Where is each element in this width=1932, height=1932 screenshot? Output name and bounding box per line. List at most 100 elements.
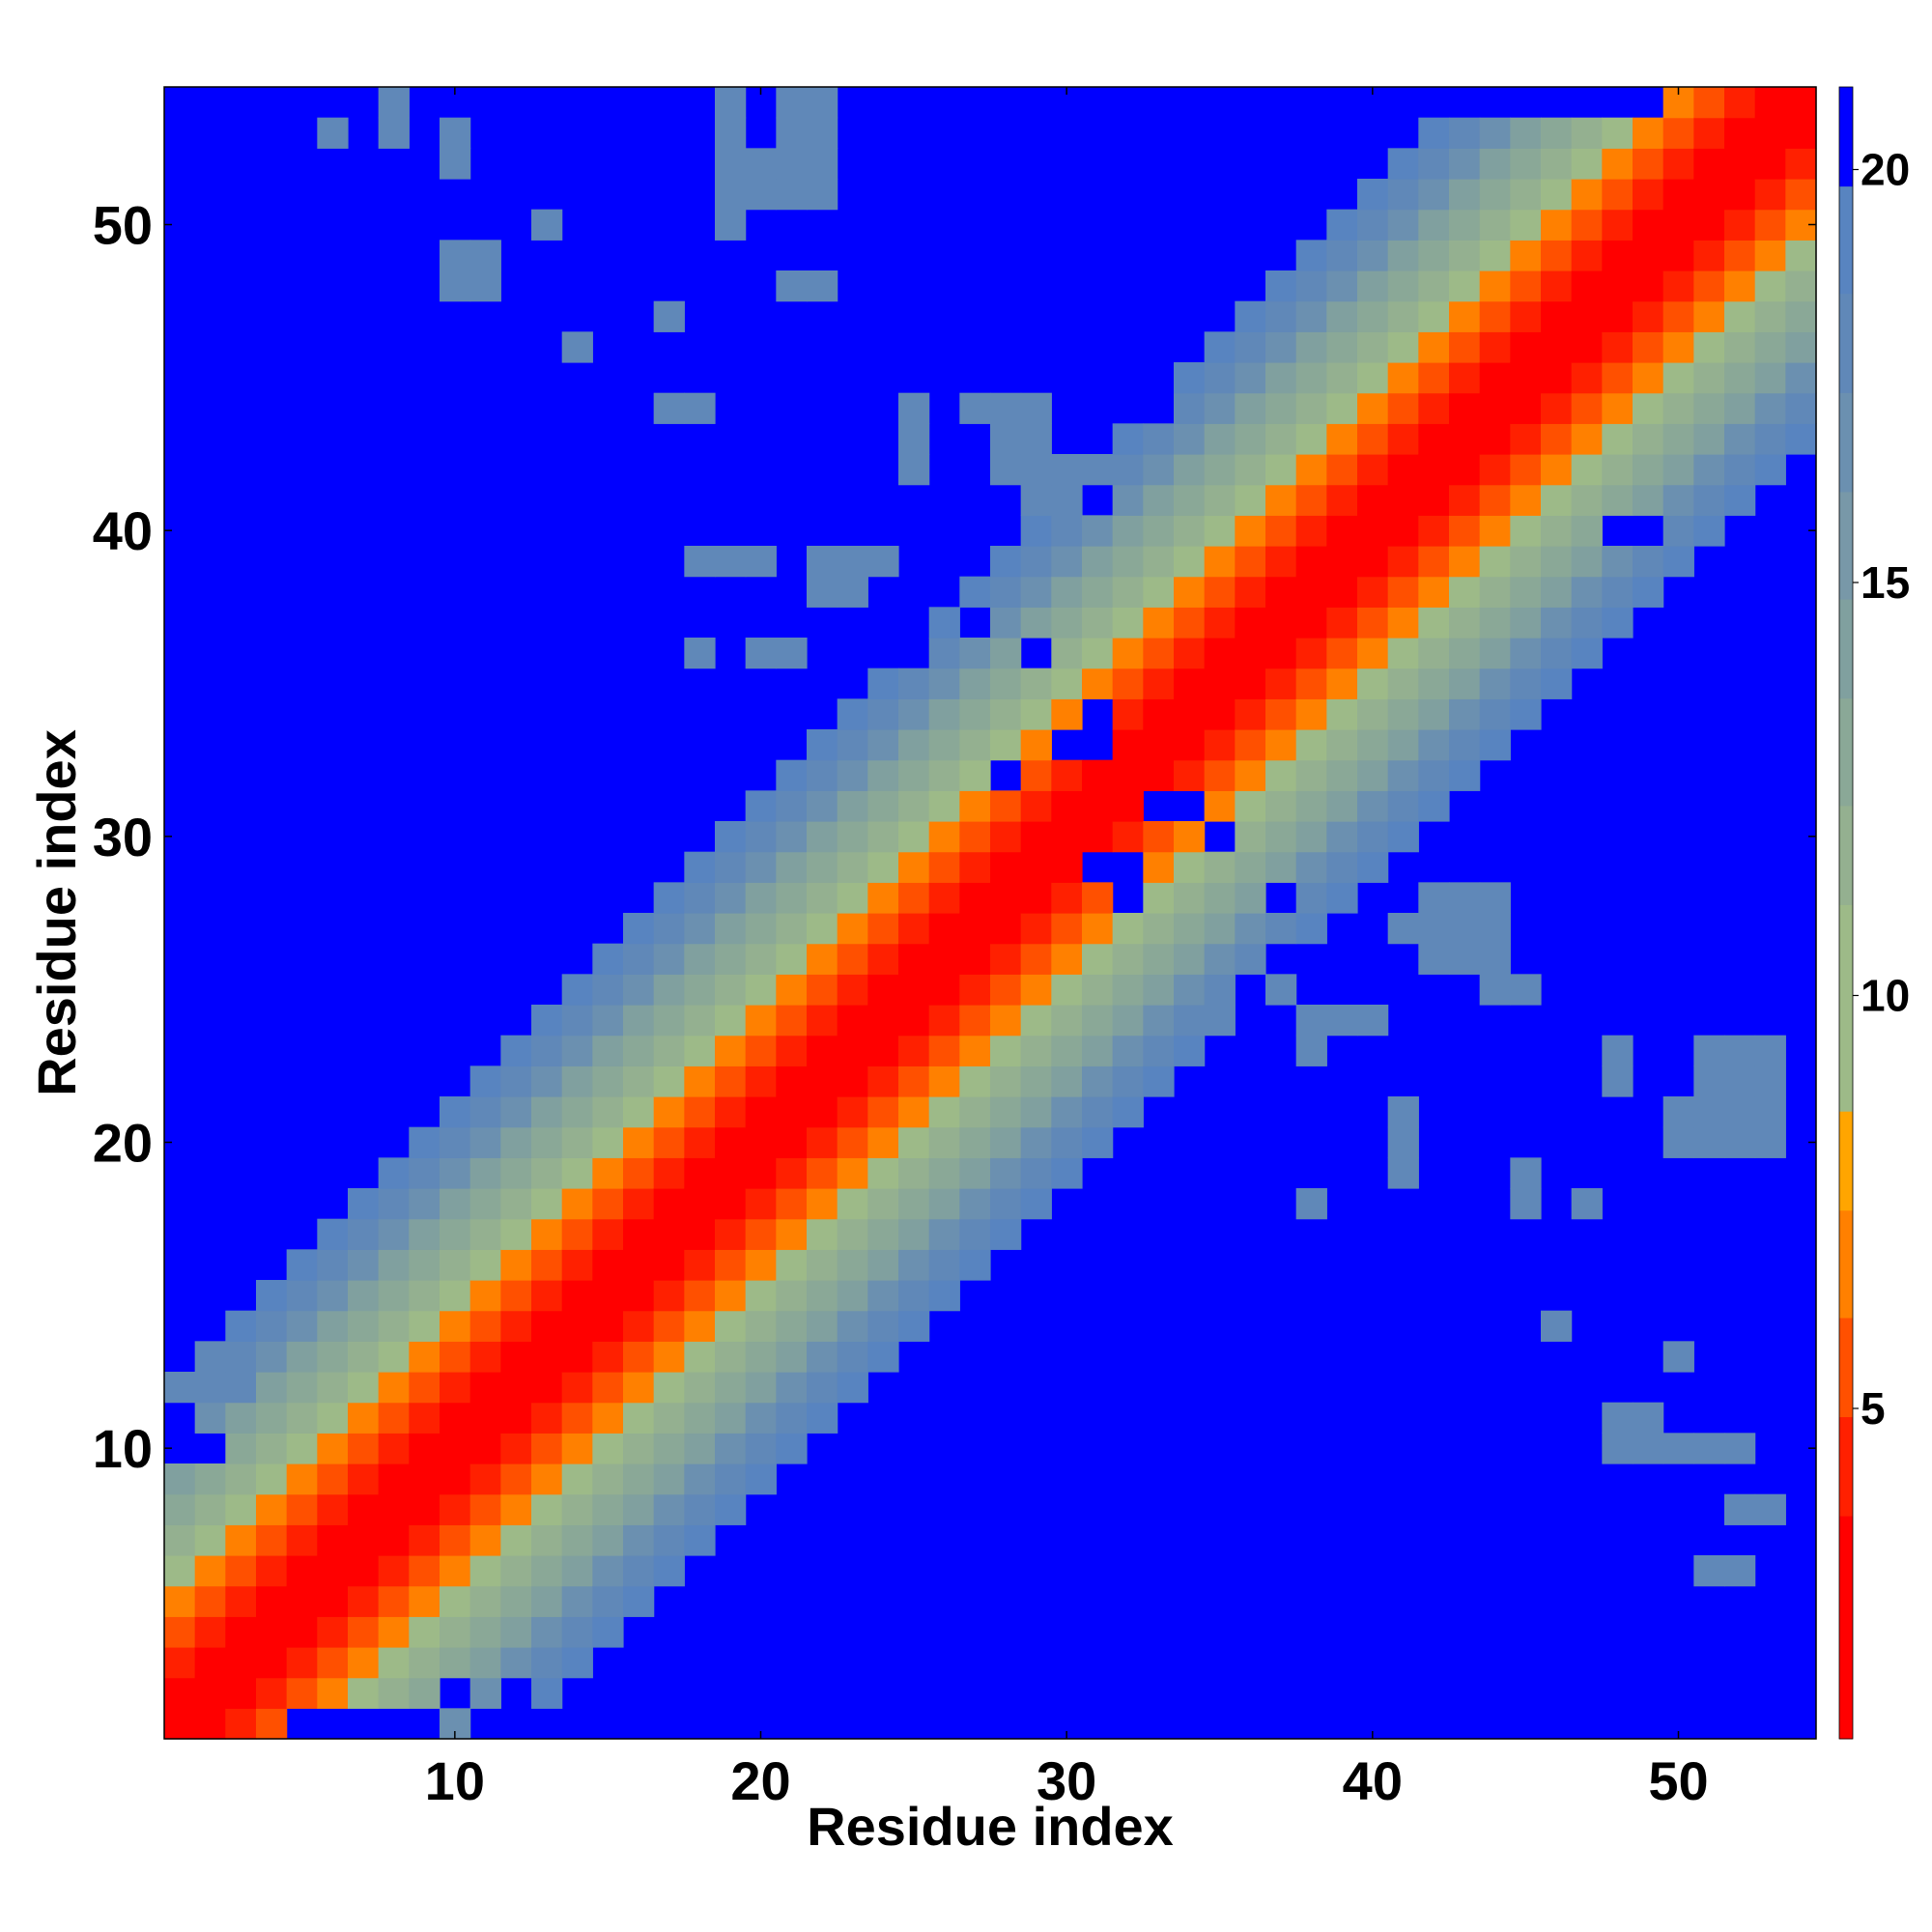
heatmap-cell bbox=[225, 1372, 257, 1404]
heatmap-cell bbox=[990, 1126, 1022, 1158]
heatmap-cell bbox=[715, 1310, 747, 1342]
heatmap-cell bbox=[745, 1157, 777, 1189]
heatmap-cell bbox=[1295, 331, 1327, 363]
heatmap-cell bbox=[745, 1035, 777, 1066]
heatmap-cell bbox=[867, 759, 899, 791]
heatmap-cell bbox=[1143, 1035, 1175, 1066]
heatmap-cell bbox=[928, 943, 960, 975]
heatmap-cell bbox=[194, 1463, 226, 1495]
heatmap-cell bbox=[440, 1555, 471, 1587]
colorbar-segment bbox=[1839, 1004, 1853, 1112]
heatmap-cell bbox=[256, 1280, 288, 1312]
heatmap-cell bbox=[1724, 1096, 1756, 1128]
heatmap-cell bbox=[1143, 546, 1175, 578]
heatmap-cell bbox=[776, 974, 808, 1006]
heatmap-cell bbox=[807, 179, 838, 211]
heatmap-cell bbox=[1174, 638, 1206, 669]
heatmap-cell bbox=[378, 1433, 410, 1464]
heatmap-cell bbox=[531, 1310, 563, 1342]
heatmap-cell bbox=[837, 729, 868, 761]
heatmap-cell bbox=[531, 1677, 563, 1709]
heatmap-cell bbox=[1295, 882, 1327, 914]
heatmap-cell bbox=[1785, 423, 1817, 455]
heatmap-cell bbox=[1633, 117, 1664, 149]
heatmap-cell bbox=[990, 668, 1022, 699]
heatmap-cell bbox=[1418, 454, 1450, 486]
heatmap-cell bbox=[317, 117, 349, 149]
heatmap-cell bbox=[194, 1372, 226, 1404]
heatmap-cell bbox=[959, 1126, 991, 1158]
heatmap-cell bbox=[592, 943, 624, 975]
heatmap-cell bbox=[653, 1433, 685, 1464]
heatmap-cell bbox=[592, 1493, 624, 1525]
heatmap-cell bbox=[684, 1005, 716, 1037]
heatmap-cell bbox=[1541, 1310, 1573, 1342]
heatmap-cell bbox=[1662, 423, 1694, 455]
heatmap-cell bbox=[1541, 668, 1573, 699]
heatmap-cell bbox=[317, 1402, 349, 1434]
heatmap-cell bbox=[1082, 1005, 1114, 1037]
heatmap-cell bbox=[1265, 392, 1297, 424]
heatmap-cell bbox=[1020, 759, 1052, 791]
heatmap-cell bbox=[531, 1616, 563, 1648]
heatmap-cell bbox=[440, 1126, 471, 1158]
heatmap-cell bbox=[1724, 1555, 1756, 1587]
heatmap-cell bbox=[409, 1126, 440, 1158]
heatmap-cell bbox=[653, 1341, 685, 1373]
heatmap-cell bbox=[1510, 240, 1542, 271]
heatmap-cell bbox=[1204, 974, 1236, 1006]
heatmap-cell bbox=[1754, 240, 1786, 271]
heatmap-cell bbox=[409, 1280, 440, 1312]
heatmap-cell bbox=[1602, 607, 1634, 639]
colorbar-segment bbox=[1839, 904, 1853, 1005]
heatmap-cell bbox=[1387, 515, 1419, 547]
heatmap-cell bbox=[409, 1493, 440, 1525]
heatmap-cell bbox=[1449, 148, 1481, 180]
heatmap-cell bbox=[1479, 392, 1511, 424]
heatmap-cell bbox=[715, 1280, 747, 1312]
heatmap-cell bbox=[1051, 851, 1083, 883]
heatmap-cell bbox=[684, 546, 716, 578]
heatmap-cell bbox=[592, 1126, 624, 1158]
heatmap-cell bbox=[807, 851, 838, 883]
heatmap-cell bbox=[653, 1035, 685, 1066]
heatmap-cell bbox=[286, 1310, 318, 1342]
heatmap-cell bbox=[256, 1463, 288, 1495]
heatmap-cell bbox=[592, 1616, 624, 1648]
heatmap-cell bbox=[990, 1035, 1022, 1066]
heatmap-cell bbox=[1112, 515, 1144, 547]
heatmap-cell bbox=[653, 300, 685, 332]
heatmap-cell bbox=[440, 1157, 471, 1189]
heatmap-cell bbox=[990, 392, 1022, 424]
y-tick-label: 10 bbox=[93, 1418, 153, 1479]
heatmap-cell bbox=[531, 1555, 563, 1587]
heatmap-cell bbox=[715, 209, 747, 241]
heatmap-cell bbox=[837, 1341, 868, 1373]
heatmap-cell bbox=[1633, 423, 1664, 455]
heatmap-cell bbox=[1662, 179, 1694, 211]
heatmap-cell bbox=[1174, 882, 1206, 914]
heatmap-cell bbox=[561, 974, 593, 1006]
heatmap-cell bbox=[1235, 943, 1266, 975]
heatmap-cell bbox=[1541, 331, 1573, 363]
heatmap-cell bbox=[959, 974, 991, 1006]
heatmap-cell bbox=[256, 1493, 288, 1525]
heatmap-cell bbox=[1541, 638, 1573, 669]
heatmap-cell bbox=[500, 1647, 532, 1679]
heatmap-cell bbox=[1479, 576, 1511, 608]
heatmap-cell bbox=[837, 1249, 868, 1281]
heatmap-cell bbox=[378, 1493, 410, 1525]
heatmap-cell bbox=[1020, 576, 1052, 608]
heatmap-cell bbox=[745, 638, 777, 669]
heatmap-cell bbox=[1541, 392, 1573, 424]
heatmap-cell bbox=[1143, 698, 1175, 730]
heatmap-cell bbox=[653, 1555, 685, 1587]
heatmap-cell bbox=[256, 1555, 288, 1587]
heatmap-cell bbox=[1265, 454, 1297, 486]
heatmap-cell bbox=[1387, 668, 1419, 699]
heatmap-cell bbox=[928, 1096, 960, 1128]
heatmap-cell bbox=[1633, 484, 1664, 516]
heatmap-cell bbox=[867, 1096, 899, 1128]
heatmap-cell bbox=[1571, 484, 1603, 516]
heatmap-cell bbox=[1479, 148, 1511, 180]
